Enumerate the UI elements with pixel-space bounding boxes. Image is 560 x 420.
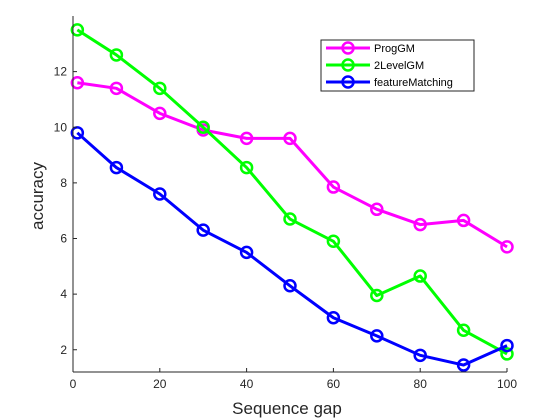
data-point bbox=[283, 212, 297, 226]
y-tick-label: 10 bbox=[54, 120, 68, 134]
data-point bbox=[283, 131, 297, 146]
series-2LevelGM bbox=[70, 23, 514, 361]
data-point bbox=[239, 131, 254, 146]
x-tick-label: 60 bbox=[327, 377, 341, 391]
legend-swatch-marker bbox=[341, 58, 355, 72]
x-tick-label: 0 bbox=[70, 377, 77, 391]
data-point bbox=[456, 213, 471, 228]
legend-swatch-marker bbox=[341, 41, 355, 55]
data-point bbox=[326, 180, 341, 194]
data-point bbox=[153, 81, 167, 96]
y-tick-label: 6 bbox=[60, 232, 67, 246]
data-point bbox=[326, 311, 341, 325]
series-line bbox=[76, 131, 508, 367]
data-point bbox=[153, 187, 167, 201]
series-line bbox=[76, 28, 508, 356]
data-point bbox=[326, 234, 341, 249]
y-axis-label: accuracy bbox=[28, 161, 47, 230]
y-tick-label: 2 bbox=[60, 343, 67, 357]
ticks-layer: 0 20 40 60 80 100 2 4 6 8 10 12 bbox=[54, 65, 518, 391]
data-point bbox=[370, 202, 384, 217]
x-tick-label: 80 bbox=[414, 377, 428, 391]
data-point bbox=[109, 48, 124, 62]
data-point bbox=[500, 347, 514, 361]
x-tick-label: 100 bbox=[497, 377, 517, 391]
legend-label: ProgGM bbox=[374, 43, 415, 55]
x-tick-label: 20 bbox=[153, 377, 167, 391]
data-point bbox=[413, 348, 427, 363]
data-point bbox=[109, 160, 124, 175]
legend-label: 2LevelGM bbox=[374, 60, 424, 72]
axes-layer bbox=[72, 16, 507, 373]
y-tick-label: 12 bbox=[54, 65, 68, 79]
x-tick-label: 40 bbox=[240, 377, 254, 391]
series-ProgGM bbox=[70, 76, 514, 254]
legend-label: featureMatching bbox=[374, 77, 453, 89]
data-point bbox=[196, 120, 210, 134]
x-axis-label: Sequence gap bbox=[232, 399, 342, 418]
data-point bbox=[283, 279, 297, 293]
data-point bbox=[370, 329, 384, 343]
data-point bbox=[153, 106, 167, 121]
data-point bbox=[456, 358, 471, 372]
series-line bbox=[77, 81, 508, 249]
series-layer bbox=[70, 23, 514, 372]
legend: ProgGM 2LevelGM featureMatching bbox=[320, 39, 475, 92]
data-point bbox=[370, 288, 384, 303]
data-point bbox=[70, 76, 85, 90]
data-point bbox=[456, 323, 471, 338]
data-point bbox=[500, 338, 514, 353]
data-point bbox=[413, 269, 427, 283]
data-point bbox=[196, 223, 210, 237]
data-point bbox=[239, 160, 254, 175]
data-point bbox=[109, 81, 124, 96]
data-point bbox=[70, 23, 85, 37]
y-tick-label: 8 bbox=[60, 176, 67, 190]
data-point bbox=[239, 245, 254, 260]
y-tick-label: 4 bbox=[60, 287, 67, 301]
data-point bbox=[413, 217, 427, 232]
series-featureMatching bbox=[70, 126, 514, 372]
data-point bbox=[70, 126, 85, 140]
data-point bbox=[500, 240, 514, 254]
legend-swatch-marker bbox=[341, 75, 355, 89]
